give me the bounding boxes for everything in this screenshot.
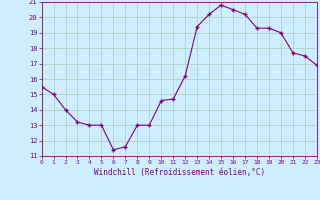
X-axis label: Windchill (Refroidissement éolien,°C): Windchill (Refroidissement éolien,°C) (94, 168, 265, 177)
